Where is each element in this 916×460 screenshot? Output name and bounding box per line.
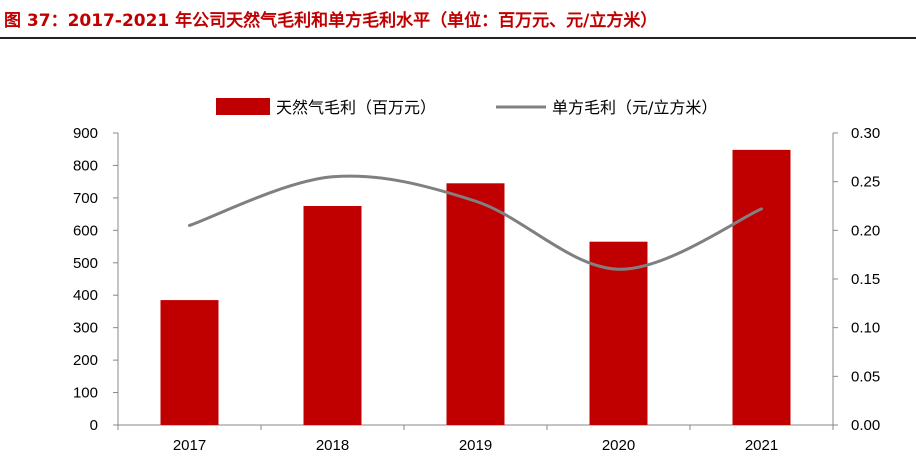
left-tick-label: 500 [73, 255, 98, 272]
left-tick-label: 700 [73, 190, 98, 207]
right-tick-label: 0.10 [851, 320, 880, 337]
bar-2020 [589, 241, 648, 425]
title-rule [0, 37, 916, 39]
legend-bar-label: 天然气毛利（百万元） [276, 98, 436, 117]
left-tick-label: 300 [73, 320, 98, 337]
left-tick-label: 900 [73, 125, 98, 142]
x-tick-label: 2019 [459, 437, 492, 454]
right-tick-label: 0.25 [851, 174, 880, 191]
left-tick-label: 600 [73, 222, 98, 239]
left-tick-label: 100 [73, 385, 98, 402]
legend-line-label: 单方毛利（元/立方米） [552, 98, 717, 117]
x-tick-label: 2021 [745, 437, 778, 454]
figure-title: 图 37：2017-2021 年公司天然气毛利和单方毛利水平（单位：百万元、元/… [4, 11, 658, 31]
legend-bar-swatch [216, 98, 270, 115]
left-tick-label: 200 [73, 352, 98, 369]
right-tick-label: 0.00 [851, 417, 880, 434]
right-tick-label: 0.30 [851, 125, 880, 142]
bar-2017 [160, 300, 219, 425]
right-tick-label: 0.20 [851, 222, 880, 239]
line-series-unit-margin [188, 174, 763, 271]
x-tick-label: 2017 [173, 437, 206, 454]
bar-2018 [303, 206, 362, 425]
right-tick-label: 0.05 [851, 368, 880, 385]
right-tick-label: 0.15 [851, 271, 880, 288]
x-tick-label: 2018 [316, 437, 349, 454]
left-tick-label: 800 [73, 157, 98, 174]
bar-2019 [446, 183, 505, 425]
left-tick-label: 400 [73, 287, 98, 304]
bar-2021 [732, 149, 791, 426]
left-tick-label: 0 [90, 417, 98, 434]
x-tick-label: 2020 [602, 437, 635, 454]
